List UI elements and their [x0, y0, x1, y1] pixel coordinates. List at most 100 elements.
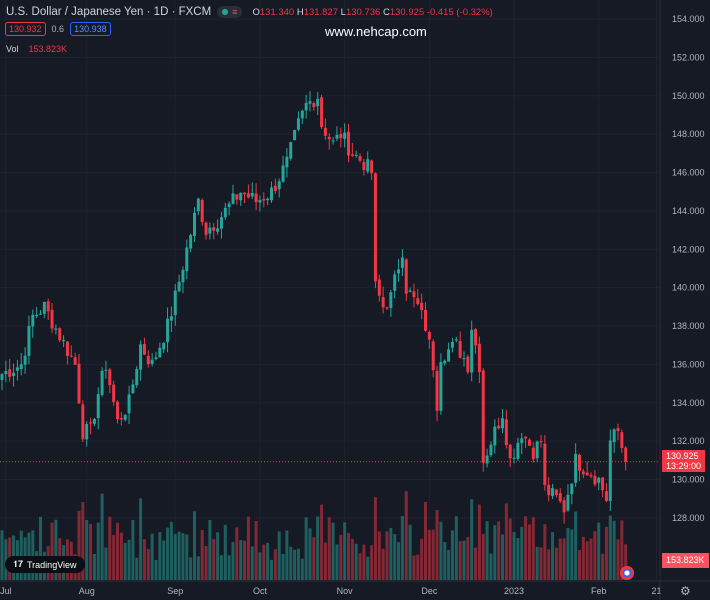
y-tick-label: 144.000: [672, 206, 705, 216]
volume-bar: [181, 533, 185, 580]
candle-body: [462, 358, 466, 360]
candle-body: [450, 341, 454, 348]
buy-button[interactable]: 130.938: [70, 22, 111, 36]
volume-bar: [162, 540, 166, 580]
candle-body: [335, 134, 339, 139]
sell-button[interactable]: 130.932: [5, 22, 46, 36]
volume-value: 153.823K: [28, 44, 68, 54]
market-status-pill[interactable]: ≡: [217, 6, 243, 18]
volume-bar: [216, 532, 220, 580]
volume-bar: [212, 539, 216, 580]
candle-body: [273, 185, 277, 191]
candle-body: [262, 198, 266, 201]
x-tick-label: 21: [651, 586, 661, 596]
candle-body: [119, 418, 123, 420]
candle-body: [520, 438, 524, 444]
candle-body: [289, 142, 293, 159]
volume-bar: [135, 557, 139, 580]
candle-body: [339, 134, 343, 139]
close-label: C: [382, 6, 390, 18]
candle-body: [343, 132, 347, 139]
candle-body: [400, 257, 404, 268]
volume-bar: [558, 538, 562, 580]
candle-body: [15, 367, 19, 371]
volume-bar: [331, 522, 335, 580]
candle-body: [362, 162, 366, 171]
volume-bar: [562, 538, 566, 580]
candle-body: [135, 369, 139, 386]
candle-body: [127, 394, 131, 414]
volume-bar: [289, 546, 293, 580]
low-label: L: [340, 6, 346, 18]
candle-body: [385, 307, 389, 309]
x-tick-label: Jul: [0, 586, 12, 596]
candle-body: [208, 227, 212, 234]
last-price: 130.925: [666, 451, 699, 461]
volume-bar: [320, 504, 324, 580]
candle-body: [381, 297, 385, 308]
y-tick-label: 130.000: [672, 475, 705, 485]
volume-bar: [447, 549, 451, 580]
volume-bar: [300, 558, 304, 580]
candle-body: [547, 484, 551, 496]
candle-body: [219, 217, 223, 229]
y-tick-label: 138.000: [672, 321, 705, 331]
volume-bar: [131, 520, 135, 580]
candle-body: [254, 193, 258, 203]
candle-body: [443, 360, 447, 364]
volume-bar: [497, 521, 501, 580]
volume-bar: [277, 531, 281, 580]
change-value: -0.415 (-0.32%): [426, 6, 493, 18]
candle-body: [466, 356, 470, 373]
candle-body: [12, 372, 16, 377]
open-label: O: [252, 6, 260, 18]
volume-bar: [416, 554, 420, 580]
volume-bar: [543, 524, 547, 580]
volume-bar: [196, 556, 200, 580]
candle-body: [612, 429, 616, 443]
y-tick-label: 128.000: [672, 513, 705, 523]
us-flag-event-icon[interactable]: [620, 566, 634, 580]
volume-bar: [104, 547, 108, 580]
tradingview-logo[interactable]: 𝟏𝟕 TradingView: [5, 556, 85, 573]
volume-bar: [601, 553, 605, 580]
candle-body: [578, 454, 581, 471]
candle-body: [4, 371, 8, 375]
x-tick-label: 2023: [504, 586, 524, 596]
candle-body: [27, 325, 31, 356]
candle-body: [327, 136, 331, 140]
volume-bar: [204, 545, 208, 580]
candle-body: [85, 424, 89, 440]
volume-bar: [527, 524, 531, 580]
candle-body: [235, 194, 239, 200]
candle-body: [412, 291, 416, 298]
candle-body: [447, 349, 451, 362]
candle-body: [158, 347, 162, 358]
volume-bar: [293, 549, 297, 580]
volume-bar: [620, 520, 624, 580]
volume-bar: [258, 552, 262, 580]
symbol-title[interactable]: U.S. Dollar / Japanese Yen · 1D · FXCM: [6, 6, 212, 18]
spread: 0.6: [51, 24, 65, 34]
candle-body: [54, 328, 58, 330]
volume-bar: [169, 521, 173, 580]
volume-bar: [474, 547, 478, 580]
volume-bar: [520, 526, 524, 580]
volume-bar: [200, 529, 204, 580]
volume-bar: [235, 527, 239, 580]
candle-body: [89, 422, 93, 424]
candle-body: [604, 491, 608, 501]
candle-body: [424, 309, 427, 331]
candle-body: [296, 118, 300, 130]
volume-bar: [250, 546, 254, 580]
volume-bar: [227, 555, 231, 580]
candle-body: [304, 102, 308, 111]
volume-bar: [208, 519, 212, 580]
volume-bar: [154, 559, 158, 580]
volume-bar: [123, 543, 127, 580]
candle-body: [377, 279, 381, 296]
volume-bar: [554, 547, 558, 580]
settings-gear-icon[interactable]: ⚙: [680, 584, 691, 598]
volume-bar: [604, 526, 608, 580]
